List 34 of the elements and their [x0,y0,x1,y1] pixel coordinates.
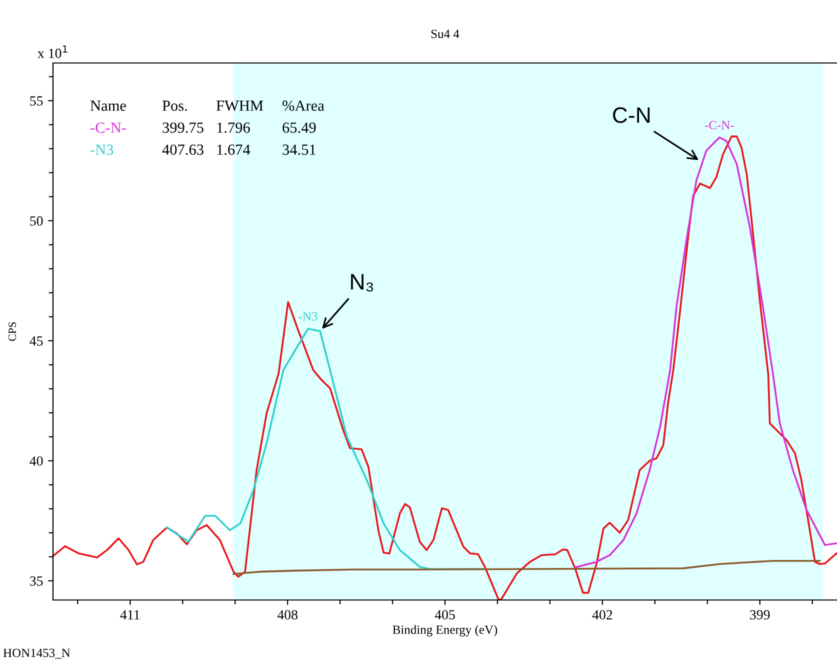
annotation: 34.51 [282,144,316,155]
annotation: 1.674 [217,144,250,155]
x-tick-label: 402 [592,610,612,620]
y-tick-label: 40 [30,456,43,466]
annotation: Pos. [162,100,187,111]
line-series [574,136,837,568]
series-label: -C-N- [704,120,734,130]
annotation: %Area [282,100,324,111]
annotation: N₃ [351,274,374,292]
text: x 10$^{1}$ [38,46,68,58]
y-tick-label: 55 [30,96,43,106]
y-axis-title: CPS [8,322,16,341]
y-tick-label: 45 [30,336,43,346]
annotation: -C-N- [90,122,126,133]
annotation: FWHM [216,100,264,111]
annotation: 1.796 [217,122,250,133]
x-tick-label: 405 [434,610,455,620]
x-tick-label: 411 [120,610,140,620]
y-tick-label: 35 [30,576,43,586]
chart-title: Su4 4 [431,30,460,38]
annotation: -N3 [90,144,114,155]
annotation: 399.75 [162,122,204,133]
annotation: C-N [613,107,650,123]
line-series [232,560,821,575]
x-tick-label: 399 [750,610,770,620]
annotation: 407.63 [162,144,204,155]
x-axis-title: Binding Energy (eV) [392,625,498,636]
text: HON1453_N [3,648,70,659]
annotation: Name [90,100,126,111]
x-tick-label: 408 [277,610,298,620]
annotation: 65.49 [282,122,316,133]
series-label: -N3 [298,312,318,321]
y-tick-label: 50 [30,216,43,226]
line-series [166,328,486,570]
